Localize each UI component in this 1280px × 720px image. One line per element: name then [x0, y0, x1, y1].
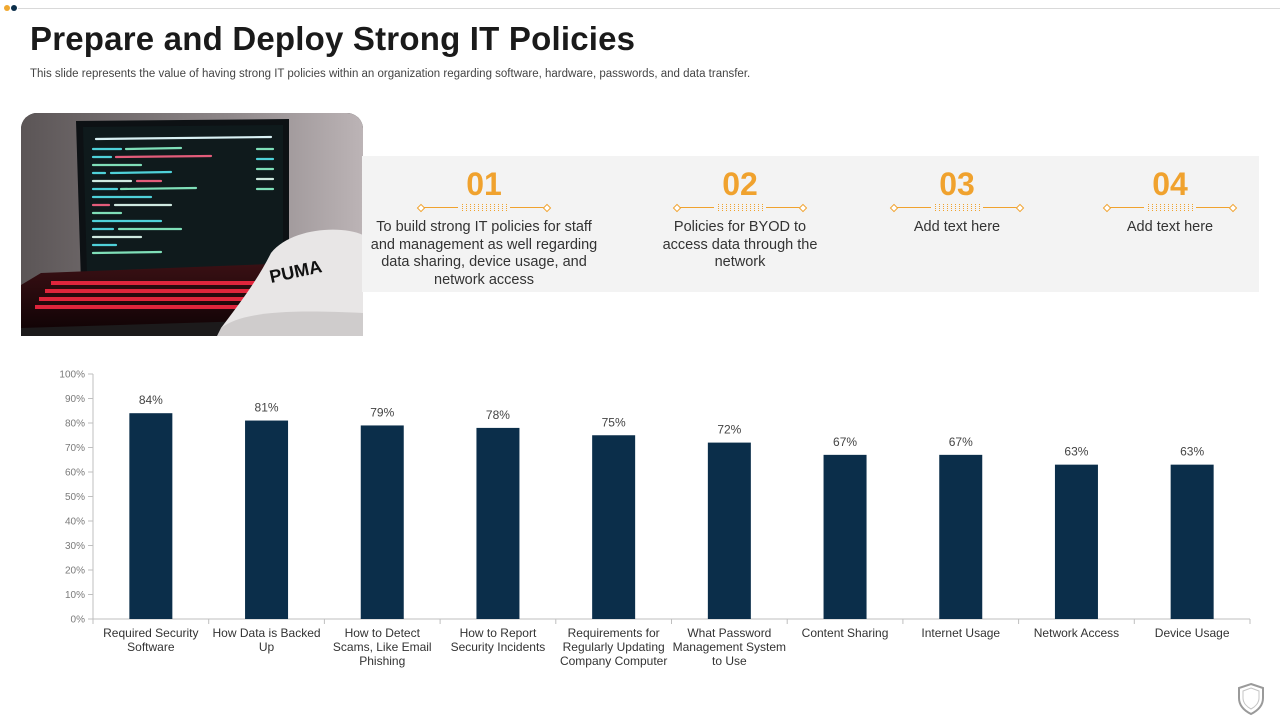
y-tick-label: 80%: [65, 419, 85, 430]
policy-item-04: 04 Add text here: [1100, 165, 1240, 237]
y-tick-label: 50%: [65, 492, 85, 503]
data-label: 81%: [255, 401, 279, 415]
bar: [360, 425, 404, 619]
y-tick-label: 0%: [71, 615, 86, 626]
page-title: Prepare and Deploy Strong IT Policies: [30, 20, 636, 57]
bar: [245, 420, 289, 619]
policy-text: To build strong IT policies for staff an…: [370, 219, 598, 288]
data-label: 78%: [486, 408, 510, 422]
x-tick-label: How Data is Backed Up: [213, 626, 321, 654]
ornament-divider: [416, 203, 552, 213]
bar: [1170, 464, 1214, 619]
policy-item-03: 03 Add text here: [887, 165, 1027, 237]
data-label: 63%: [1180, 445, 1204, 459]
y-tick-label: 100%: [59, 370, 85, 381]
shield-icon: [1238, 682, 1264, 716]
policy-text: Add text here: [1126, 219, 1214, 235]
data-label: 67%: [949, 435, 973, 449]
data-label: 67%: [833, 435, 857, 449]
policy-text: Add text here: [913, 219, 1001, 235]
policy-item-02: 02 Policies for BYOD to access data thro…: [660, 165, 820, 272]
y-tick-label: 70%: [65, 443, 85, 454]
x-tick-label: What Password Management System to Use: [673, 626, 786, 668]
accent-dot-navy: [11, 5, 17, 11]
accent-dot-orange: [4, 5, 10, 11]
data-label: 75%: [602, 415, 626, 429]
y-tick-label: 90%: [65, 394, 85, 405]
ornament-divider: [1102, 203, 1238, 213]
top-rule: [18, 8, 1280, 9]
policy-number: 02: [722, 166, 758, 202]
policy-number: 03: [939, 166, 975, 202]
x-tick-label: Content Sharing: [802, 626, 889, 640]
y-tick-label: 10%: [65, 590, 85, 601]
data-label: 84%: [139, 393, 163, 407]
policy-number: 01: [466, 166, 502, 202]
bar: [129, 413, 173, 619]
bar: [476, 427, 520, 619]
laptop-photo: PUMA: [21, 113, 363, 336]
policy-text: Policies for BYOD to access data through…: [662, 219, 818, 270]
y-tick-label: 30%: [65, 541, 85, 552]
policies-band: [362, 156, 1259, 292]
data-label: 72%: [717, 423, 741, 437]
x-tick-label: Internet Usage: [921, 626, 1000, 640]
policy-number: 04: [1152, 166, 1188, 202]
data-label: 63%: [1064, 445, 1088, 459]
ornament-divider: [672, 203, 808, 213]
bar: [939, 454, 983, 619]
y-tick-label: 60%: [65, 468, 85, 479]
bar: [823, 454, 867, 619]
x-tick-label: Requirements for Regularly Updating Compan…: [560, 626, 667, 668]
bar: [1054, 464, 1098, 619]
x-tick-label: Network Access: [1034, 626, 1119, 640]
bar: [707, 442, 751, 619]
y-tick-label: 20%: [65, 566, 85, 577]
y-tick-label: 40%: [65, 517, 85, 528]
x-tick-label: How to Detect Scams, Like Email Phishing: [333, 626, 432, 668]
ornament-divider: [889, 203, 1025, 213]
data-label: 79%: [370, 405, 394, 419]
x-tick-label: Device Usage: [1155, 626, 1230, 640]
x-tick-label: Required Security Software: [103, 626, 198, 654]
page-subtitle: This slide represents the value of havin…: [30, 68, 751, 80]
policy-item-01: 01 To build strong IT policies for staff…: [370, 165, 598, 289]
x-tick-label: How to Report Security Incidents: [451, 626, 546, 654]
bar: [592, 435, 636, 619]
